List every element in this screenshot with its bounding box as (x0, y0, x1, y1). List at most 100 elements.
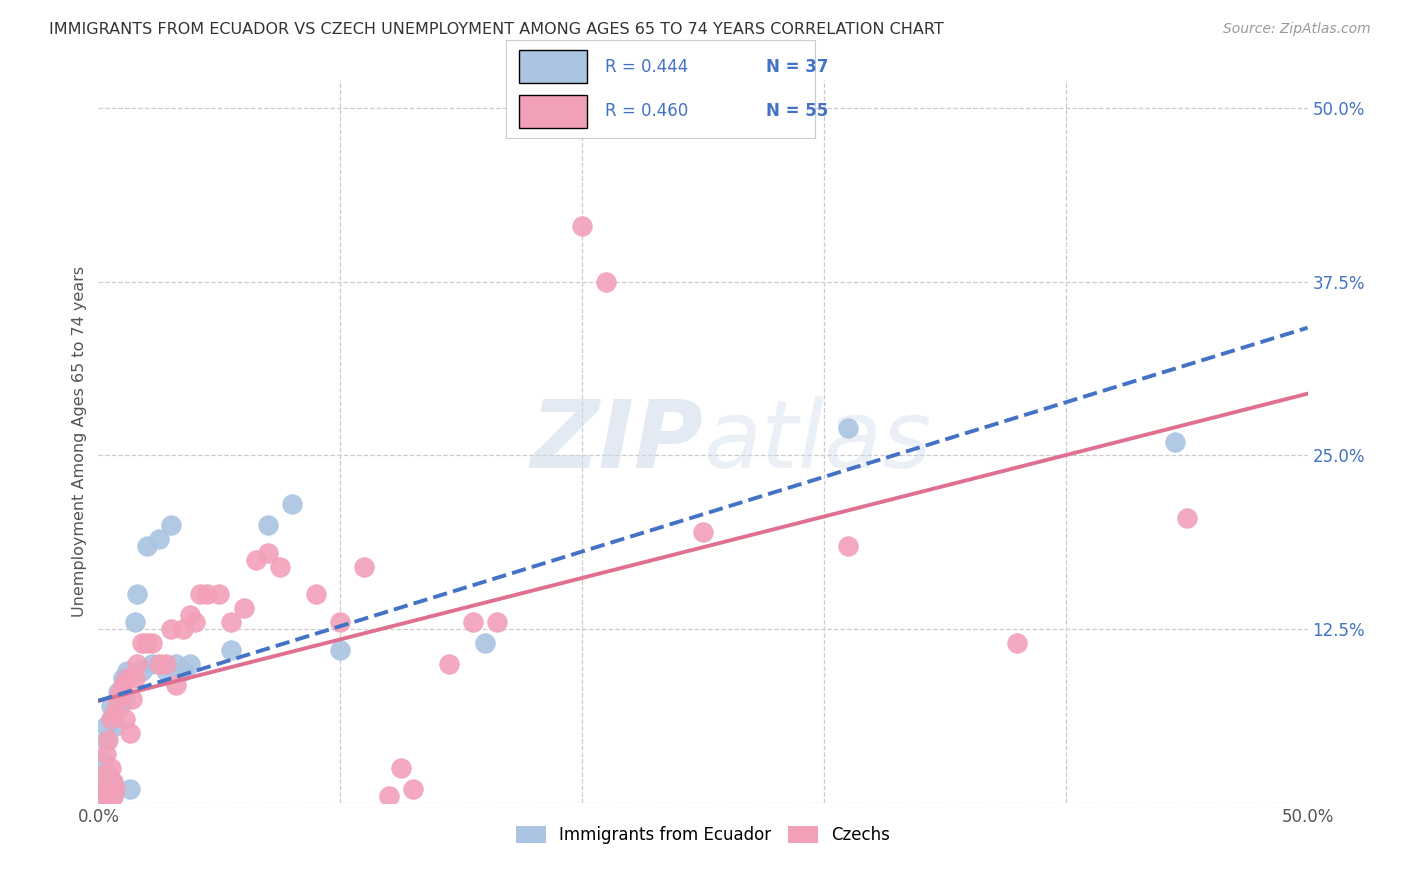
Point (117, 664, 139, 678)
Text: atlas: atlas (703, 396, 931, 487)
Point (97, 789, 120, 803)
Point (91, 768, 114, 782)
Point (329, 643, 352, 657)
Point (91, 754, 114, 768)
Point (1163, 434, 1185, 449)
Point (101, 775, 124, 789)
Point (94, 719, 117, 733)
Point (402, 781, 425, 796)
Point (131, 664, 153, 678)
Point (127, 657, 149, 671)
Point (118, 781, 141, 796)
Point (91, 789, 114, 803)
Point (188, 587, 211, 601)
Point (90, 789, 112, 803)
Text: Source: ZipAtlas.com: Source: ZipAtlas.com (1223, 22, 1371, 37)
Point (90, 789, 112, 803)
Point (837, 539, 859, 553)
Point (1007, 636, 1029, 650)
Point (179, 657, 201, 671)
Point (108, 698, 131, 713)
Point (124, 615, 146, 630)
Point (117, 671, 139, 685)
Point (91, 781, 114, 796)
Point (160, 517, 183, 532)
Point (1175, 511, 1198, 525)
Point (221, 643, 243, 657)
Point (208, 587, 231, 601)
FancyBboxPatch shape (519, 95, 586, 128)
Point (108, 684, 131, 698)
Point (111, 678, 134, 692)
Point (104, 719, 127, 733)
Point (111, 671, 134, 685)
Point (135, 636, 157, 650)
Point (114, 713, 136, 727)
Legend: Immigrants from Ecuador, Czechs: Immigrants from Ecuador, Czechs (508, 817, 898, 852)
Point (135, 539, 157, 553)
Y-axis label: Unemployment Among Ages 65 to 74 years: Unemployment Among Ages 65 to 74 years (72, 266, 87, 617)
Point (131, 636, 153, 650)
Point (114, 691, 136, 706)
Point (94, 747, 117, 761)
Point (377, 789, 399, 803)
Point (160, 622, 183, 636)
Point (155, 657, 177, 671)
Point (184, 615, 207, 630)
Point (329, 615, 352, 630)
Point (100, 713, 122, 727)
Point (437, 657, 460, 671)
Point (165, 678, 187, 692)
Point (118, 726, 141, 740)
Point (155, 664, 177, 678)
Point (195, 587, 218, 601)
Point (101, 789, 124, 803)
Point (141, 657, 163, 671)
Point (148, 532, 170, 546)
Point (100, 698, 122, 713)
Point (172, 622, 194, 636)
Point (97, 781, 120, 796)
Point (486, 615, 509, 630)
Text: N = 55: N = 55 (766, 102, 828, 120)
Point (256, 546, 278, 560)
Point (148, 657, 170, 671)
Point (97, 768, 120, 782)
Point (571, 219, 593, 234)
Point (107, 684, 129, 698)
Text: R = 0.460: R = 0.460 (605, 102, 689, 120)
Point (97, 733, 120, 747)
Point (172, 664, 194, 678)
Text: R = 0.444: R = 0.444 (605, 58, 689, 76)
Point (463, 615, 485, 630)
Point (353, 559, 375, 574)
Point (165, 657, 187, 671)
Text: N = 37: N = 37 (766, 58, 828, 76)
Point (692, 524, 714, 539)
Point (221, 615, 243, 630)
Point (281, 497, 304, 511)
Point (179, 608, 201, 623)
Point (121, 691, 143, 706)
Point (305, 587, 328, 601)
Point (104, 781, 127, 796)
Point (94, 733, 117, 747)
Point (104, 706, 127, 720)
Point (100, 761, 122, 775)
Point (256, 517, 278, 532)
Point (104, 706, 127, 720)
Point (100, 713, 122, 727)
Point (107, 691, 129, 706)
Point (101, 789, 124, 803)
Point (474, 636, 496, 650)
FancyBboxPatch shape (519, 50, 586, 83)
Point (127, 587, 149, 601)
Text: IMMIGRANTS FROM ECUADOR VS CZECH UNEMPLOYMENT AMONG AGES 65 TO 74 YEARS CORRELAT: IMMIGRANTS FROM ECUADOR VS CZECH UNEMPLO… (49, 22, 943, 37)
Point (94, 781, 117, 796)
Point (245, 552, 267, 566)
Point (101, 775, 124, 789)
Point (269, 559, 291, 574)
Point (124, 671, 146, 685)
Point (389, 761, 412, 775)
Point (232, 601, 254, 615)
